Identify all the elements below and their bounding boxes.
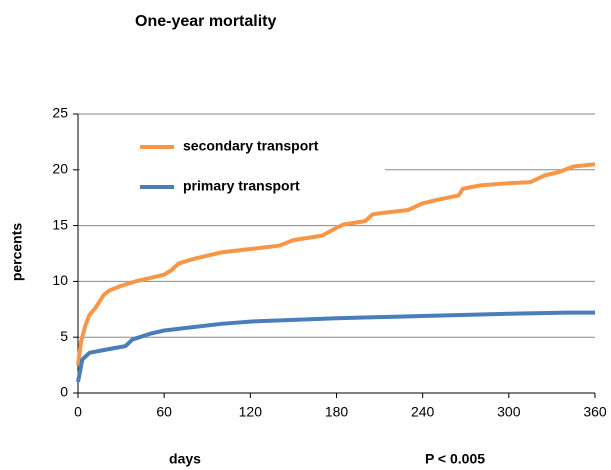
series-line bbox=[76, 310, 595, 383]
y-tick-label: 25 bbox=[52, 105, 68, 121]
x-tick-label: 60 bbox=[156, 404, 172, 420]
x-axis-label: days bbox=[169, 451, 201, 467]
y-axis-label: percents bbox=[9, 223, 25, 282]
x-tick-label: 240 bbox=[411, 404, 435, 420]
legend-label: secondary transport bbox=[183, 138, 319, 154]
y-tick-label: 20 bbox=[52, 161, 68, 177]
x-tick-label: 300 bbox=[497, 404, 521, 420]
y-tick-label: 5 bbox=[60, 328, 68, 344]
series-line bbox=[76, 162, 596, 366]
legend-label: primary transport bbox=[183, 178, 300, 194]
chart-title: One-year mortality bbox=[135, 13, 276, 30]
y-tick-label: 0 bbox=[60, 384, 68, 400]
y-tick-label: 15 bbox=[52, 216, 68, 232]
x-tick-label: 120 bbox=[239, 404, 263, 420]
x-tick-label: 180 bbox=[325, 404, 349, 420]
x-tick-label: 0 bbox=[74, 404, 82, 420]
x-tick-label: 360 bbox=[583, 404, 607, 420]
legend-box bbox=[80, 128, 385, 208]
y-tick-label: 10 bbox=[52, 272, 68, 288]
annotation: P < 0.005 bbox=[425, 451, 485, 467]
